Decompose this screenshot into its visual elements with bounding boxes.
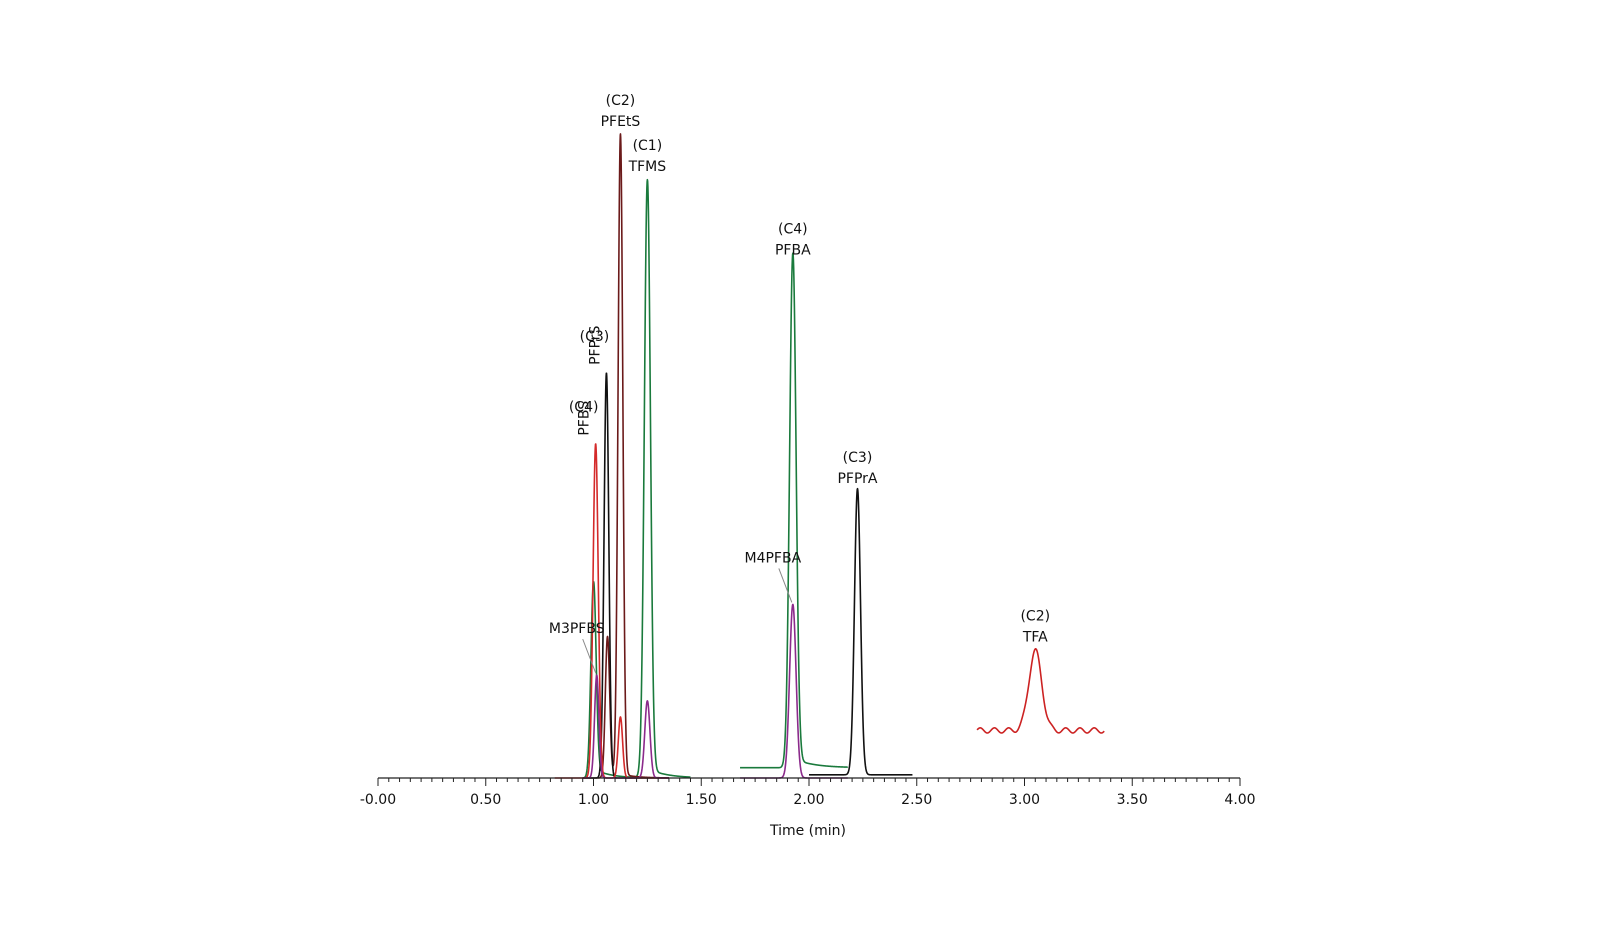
peak-label-1: (C1) TFMS xyxy=(628,138,667,175)
peak-label-carbon: (C4) xyxy=(778,222,808,238)
peak-label-carbon: (C1) xyxy=(633,138,663,154)
peak-label-name: PFPrS xyxy=(587,325,603,364)
callout-label: M4PFBA xyxy=(745,550,802,566)
peak-label-carbon: (C2) xyxy=(1020,609,1050,625)
peak-label-carbon: (C3) xyxy=(843,450,873,466)
x-tick-label: -0.00 xyxy=(360,792,396,808)
x-axis-title: Time (min) xyxy=(769,823,846,839)
callout-leader-line xyxy=(778,568,793,603)
peak-label-carbon: (C3) xyxy=(580,329,610,345)
peak-label-name: PFPrA xyxy=(837,471,877,487)
x-tick-label: 3.50 xyxy=(1117,792,1148,808)
callout-label: M3PFBS xyxy=(549,621,605,637)
x-axis: -0.00 0.50 1.00 1.50 2.00 2.50 3.00 3.50 4.00 xyxy=(360,777,1256,808)
callout-0: M3PFBS xyxy=(549,621,605,674)
x-tick-label: 1.00 xyxy=(578,792,609,808)
peak-label-carbon: (C4) xyxy=(569,400,599,416)
peak-label-name: PFBA xyxy=(775,243,811,259)
series-layer xyxy=(554,133,1105,779)
peak-label-0: (C2) PFEtS xyxy=(601,93,641,130)
series-trace-8 xyxy=(976,648,1105,734)
series-trace-6 xyxy=(739,603,849,779)
callout-leader-line xyxy=(582,638,597,674)
peak-label-3: (C3) PFPrA xyxy=(837,450,877,487)
x-tick-label: 0.50 xyxy=(470,792,501,808)
series-trace-5 xyxy=(739,252,849,769)
peak-label-5: (C3)PFPrS xyxy=(580,325,610,364)
callout-1: M4PFBA xyxy=(745,550,802,603)
peak-label-2: (C4) PFBA xyxy=(775,222,811,259)
peak-label-name: PFBS xyxy=(577,401,593,436)
peak-label-6: (C4)PFBS xyxy=(569,400,599,436)
x-tick-label: 4.00 xyxy=(1224,792,1255,808)
x-tick-label: 1.50 xyxy=(686,792,717,808)
peak-label-name: TFMS xyxy=(628,159,667,175)
series-trace-7 xyxy=(808,487,913,776)
peak-label-name: TFA xyxy=(1022,630,1048,646)
x-tick-label: 3.00 xyxy=(1009,792,1040,808)
series-trace-0 xyxy=(582,178,692,779)
x-tick-label: 2.00 xyxy=(793,792,824,808)
peak-label-carbon: (C2) xyxy=(606,93,636,109)
peak-annotations: (C2) PFEtS (C1) TFMS (C4) PFBA (C3) PFPrA (C2) TF… xyxy=(549,93,1050,674)
peak-label-4: (C2) TFA xyxy=(1020,609,1050,646)
peak-label-name: PFEtS xyxy=(601,114,641,130)
x-tick-label: 2.50 xyxy=(901,792,932,808)
